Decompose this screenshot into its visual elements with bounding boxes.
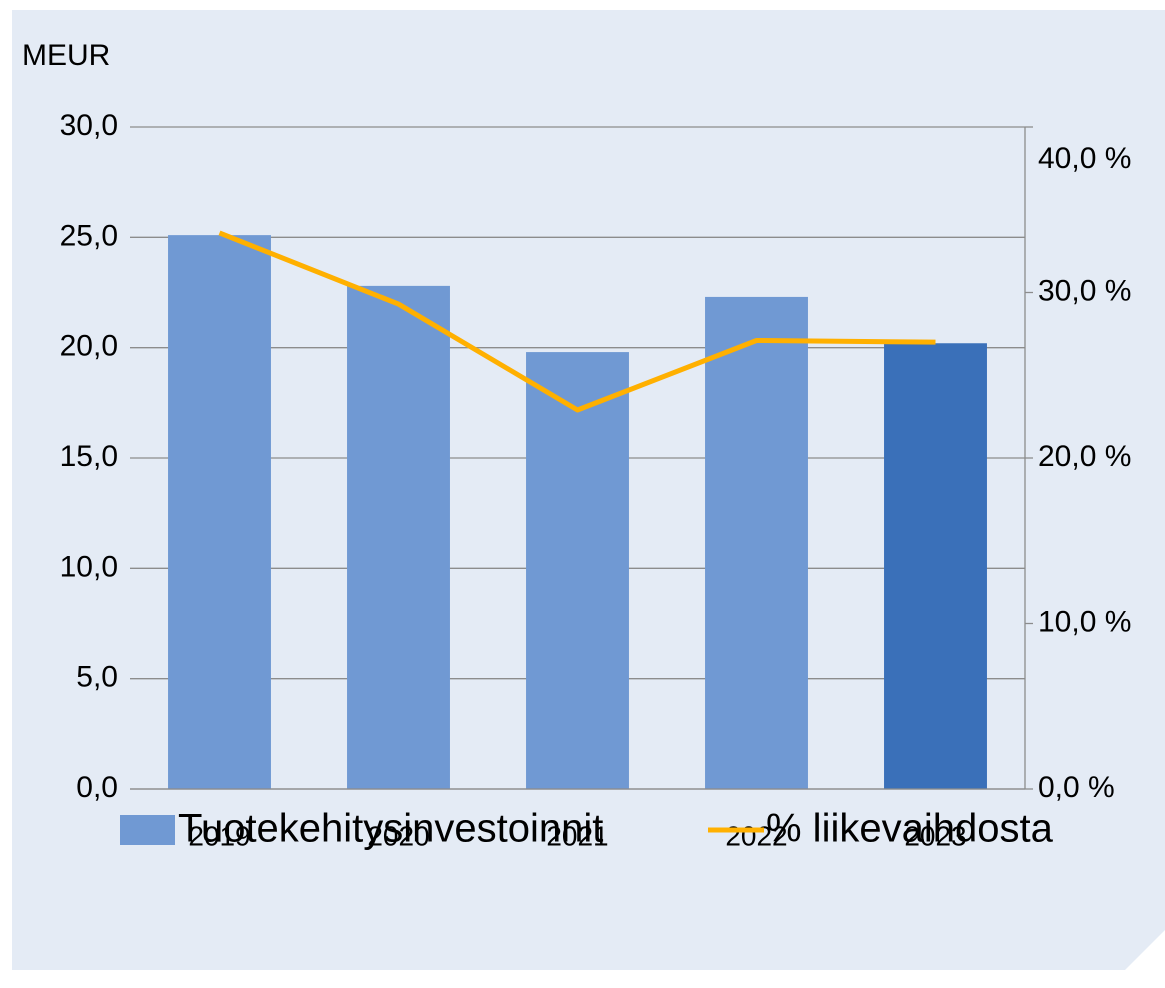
y-tick-label: 10,0 <box>60 550 118 583</box>
y2-tick-label: 10,0 % <box>1038 605 1131 638</box>
y2-tick-label: 0,0 % <box>1038 771 1115 804</box>
y-tick-label: 20,0 <box>60 330 118 363</box>
y-tick-label: 25,0 <box>60 219 118 252</box>
y2-tick-label: 40,0 % <box>1038 142 1131 175</box>
y2-tick-label: 20,0 % <box>1038 440 1131 473</box>
bar <box>526 352 629 789</box>
y2-tick-label: 30,0 % <box>1038 274 1131 307</box>
bar <box>168 235 271 790</box>
x-tick-label: 2022 <box>725 820 787 851</box>
legend-swatch <box>120 815 175 845</box>
y-tick-label: 30,0 <box>60 109 118 142</box>
y-axis-label: MEUR <box>22 39 110 72</box>
y-tick-label: 0,0 <box>76 771 118 804</box>
line <box>218 230 936 413</box>
y-tick-label: 5,0 <box>76 661 118 694</box>
legend-label: Tuotekehitysinvestoinnit <box>178 807 603 851</box>
x-tick-label: 2019 <box>188 820 250 851</box>
x-tick-label: 2020 <box>367 820 429 851</box>
x-tick-label: 2023 <box>904 820 966 851</box>
bar <box>884 343 987 789</box>
bar <box>705 296 808 789</box>
y-tick-label: 15,0 <box>60 440 118 473</box>
bar <box>347 285 450 789</box>
x-tick-label: 2021 <box>546 820 608 851</box>
legend-label: % liikevaihdosta <box>766 807 1054 851</box>
